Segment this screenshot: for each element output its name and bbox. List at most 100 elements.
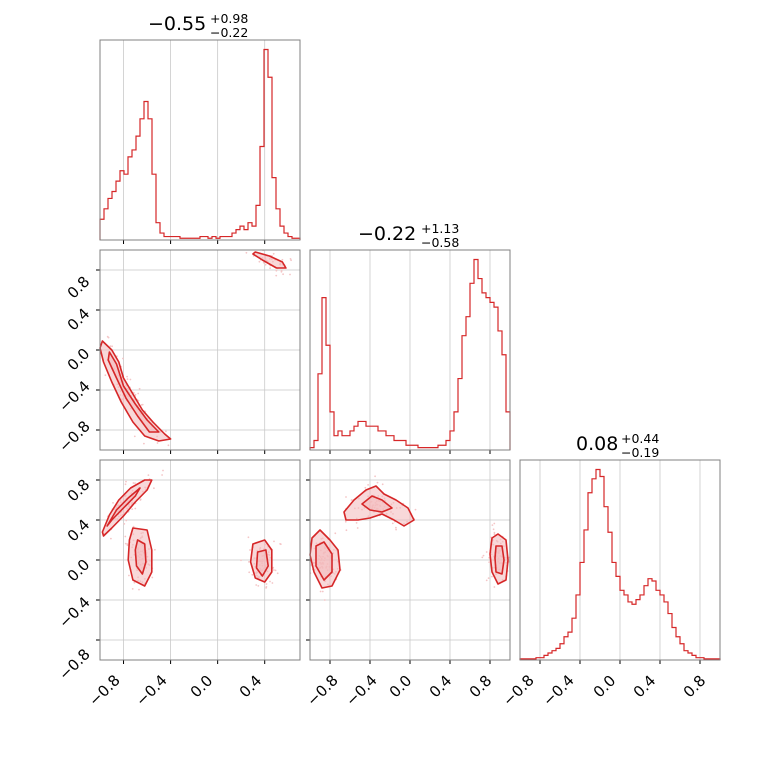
scatter-point: [165, 430, 167, 433]
x-tick-label: 0.4: [236, 672, 266, 702]
scatter-point: [491, 524, 494, 526]
density-contour: [255, 549, 270, 577]
panel-frame: [99, 39, 301, 241]
scatter-point: [289, 273, 291, 276]
scatter-point: [104, 374, 107, 377]
scatter-point: [138, 387, 141, 390]
x-tick-label: 0.0: [187, 672, 217, 702]
scatter-point: [356, 527, 359, 529]
scatter-point: [355, 522, 358, 524]
scatter-point: [279, 543, 282, 546]
scatter-point: [345, 529, 348, 532]
scatter-point: [482, 554, 485, 557]
scatter-point: [274, 569, 277, 572]
scatter-point: [137, 392, 140, 395]
scatter-point: [321, 590, 324, 593]
panel-frame: [309, 459, 511, 661]
histogram-step: [309, 258, 511, 450]
scatter-point: [133, 435, 136, 438]
scatter-point: [414, 508, 417, 511]
histogram-panel-param-1: [99, 39, 301, 244]
x-tick-labels-col-1: −0.8 −0.4 0.0 0.4: [85, 671, 265, 709]
scatter-point: [350, 499, 353, 501]
scatter-point: [493, 533, 496, 536]
histogram-step: [99, 48, 301, 240]
scatter-point: [126, 378, 129, 380]
scatter-point: [290, 259, 292, 262]
scatter-point: [281, 258, 284, 261]
histogram-panel-param-3: [519, 459, 721, 664]
scatter-point: [240, 559, 242, 562]
scatter-point: [492, 528, 495, 531]
scatter-point: [154, 548, 156, 551]
scatter-point: [127, 574, 130, 577]
x-tick-label: 0.4: [426, 672, 456, 702]
title-param-1-minus: −0.22: [210, 25, 248, 40]
scatter-point: [138, 588, 140, 591]
x-tick-label: 0.0: [590, 672, 620, 702]
scatter-point: [367, 484, 369, 486]
histogram-step: [519, 468, 721, 660]
density-contour: [101, 479, 153, 537]
title-param-3: 0.08: [576, 433, 618, 455]
scatter-point: [493, 586, 496, 588]
scatter-point: [112, 502, 114, 504]
scatter-point: [334, 532, 337, 535]
scatter-point: [364, 486, 367, 489]
scatter-point: [395, 528, 397, 531]
scatter-point: [395, 526, 397, 529]
scatter-point: [249, 549, 251, 551]
scatter-point: [258, 260, 261, 263]
y-tick-label: −0.4: [55, 593, 93, 631]
scatter-point: [131, 588, 134, 590]
scatter-point: [167, 444, 170, 447]
panel-frame: [519, 459, 721, 661]
title-param-2-plus: +1.13: [421, 221, 459, 236]
scatter-point: [161, 474, 164, 476]
x-tick-label: 0.8: [466, 672, 496, 702]
scatter-point: [271, 582, 274, 584]
scatter-point: [269, 267, 271, 269]
scatter-point: [151, 576, 154, 579]
y-tick-label: 0.8: [64, 476, 94, 506]
density-contour: [361, 495, 393, 513]
scatter-point: [272, 252, 275, 255]
x-tick-labels-col-2: −0.8 −0.4 0.0 0.4 0.8: [303, 671, 495, 709]
scatter-point: [488, 561, 491, 564]
scatter-point: [487, 577, 490, 579]
scatter-point: [139, 498, 142, 501]
scatter-point: [374, 475, 376, 478]
title-param-3-minus: −0.19: [621, 445, 659, 460]
scatter-point: [493, 531, 496, 534]
x-tick-labels-col-3: −0.8 −0.4 0.0 0.4 0.8: [499, 671, 709, 709]
scatter-point: [147, 474, 150, 476]
scatter-point: [162, 469, 164, 472]
scatter-point: [137, 399, 140, 402]
density-panel-param-1-vs-param-2: [96, 249, 301, 454]
y-tick-labels-row-3: 0.8 0.4 0.0 −0.4 −0.8: [55, 476, 93, 684]
scatter-point: [255, 584, 258, 586]
scatter-point: [248, 571, 251, 574]
title-param-2-minus: −0.58: [421, 235, 459, 250]
scatter-point: [248, 561, 250, 563]
scatter-point: [156, 442, 159, 444]
y-tick-label: 0.0: [64, 556, 94, 586]
panel-frame: [99, 249, 301, 451]
scatter-point: [131, 508, 134, 510]
y-tick-label: −0.4: [55, 377, 93, 415]
y-tick-label: 0.4: [64, 516, 94, 546]
x-tick-label: 0.8: [680, 672, 710, 702]
scatter-point: [129, 378, 132, 381]
scatter-point: [280, 270, 283, 272]
scatter-point: [264, 263, 267, 266]
scatter-point: [134, 482, 136, 484]
scatter-point: [134, 507, 137, 510]
scatter-point: [125, 519, 128, 522]
scatter-point: [133, 581, 136, 584]
scatter-point: [344, 520, 347, 523]
title-param-1: −0.55: [148, 13, 206, 35]
scatter-point: [319, 590, 322, 593]
panel-background: [100, 40, 300, 240]
scatter-point: [485, 551, 488, 553]
